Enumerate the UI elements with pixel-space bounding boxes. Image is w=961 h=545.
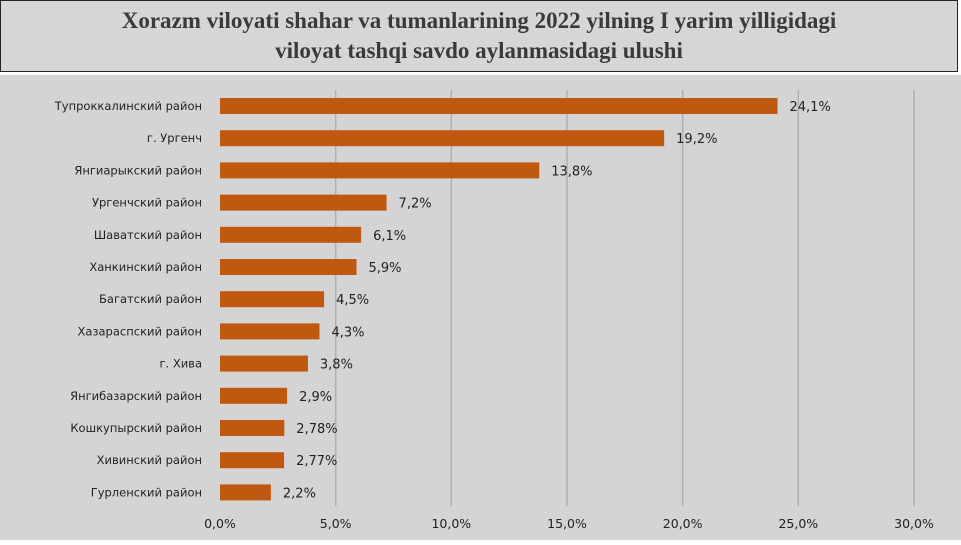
bar [220,323,320,340]
category-label: Кошкупырский район [70,421,202,435]
data-label: 2,78% [296,422,337,437]
data-label: 4,5% [336,293,369,308]
data-label: 24,1% [790,100,831,115]
data-label: 19,2% [676,132,717,147]
x-tick-label: 20,0% [663,516,703,531]
category-label: Хивинский район [97,453,202,467]
category-label: Янгиарыкский район [74,163,202,177]
data-label: 7,2% [399,197,432,212]
x-tick-label: 10,0% [431,516,471,531]
category-label: Хазараспский район [77,324,202,338]
category-label: Багатский район [99,292,202,306]
data-label: 2,2% [283,486,316,501]
data-label: 4,3% [331,325,364,340]
data-label: 5,9% [368,261,401,276]
bar [220,130,665,147]
x-tick-label: 15,0% [547,516,587,531]
bar [220,162,540,179]
category-label: Янгибазарский район [70,389,202,403]
bar [220,98,778,114]
bar [220,387,288,404]
data-label: 2,77% [296,454,337,469]
data-label: 6,1% [373,229,406,244]
category-label: г. Ургенч [147,131,202,145]
x-tick-label: 5,0% [320,516,352,531]
bar [220,484,271,501]
data-label: 2,9% [299,390,332,405]
category-label: Тупроккалинский район [54,99,202,113]
category-label: Шаватский район [94,228,202,242]
x-tick-label: 0,0% [204,516,236,531]
chart-area: 0,0% 5,0% 10,0% 15,0% 20,0% 25,0% 30,0% Тупрокк… [0,75,961,540]
category-label: г. Хива [159,357,202,371]
bar [220,259,357,275]
bar [220,291,325,308]
bar [220,452,285,469]
x-tick-label: 25,0% [778,516,818,531]
bar [220,194,387,211]
category-label: Гурленский район [91,485,202,499]
bar [220,226,362,243]
data-label: 3,8% [320,358,353,373]
bar [220,420,285,436]
chart-title: Xorazm viloyati shahar va tumanlarining … [121,8,837,63]
data-label: 13,8% [551,164,592,179]
category-label: Ханкинский район [89,260,202,274]
bar-chart: 0,0% 5,0% 10,0% 15,0% 20,0% 25,0% 30,0% Тупрокк… [54,90,934,531]
bar [220,355,308,372]
chart-title-box: Xorazm viloyati shahar va tumanlarining … [0,0,958,72]
category-label: Ургенчский район [92,196,202,210]
x-tick-label: 30,0% [894,516,934,531]
